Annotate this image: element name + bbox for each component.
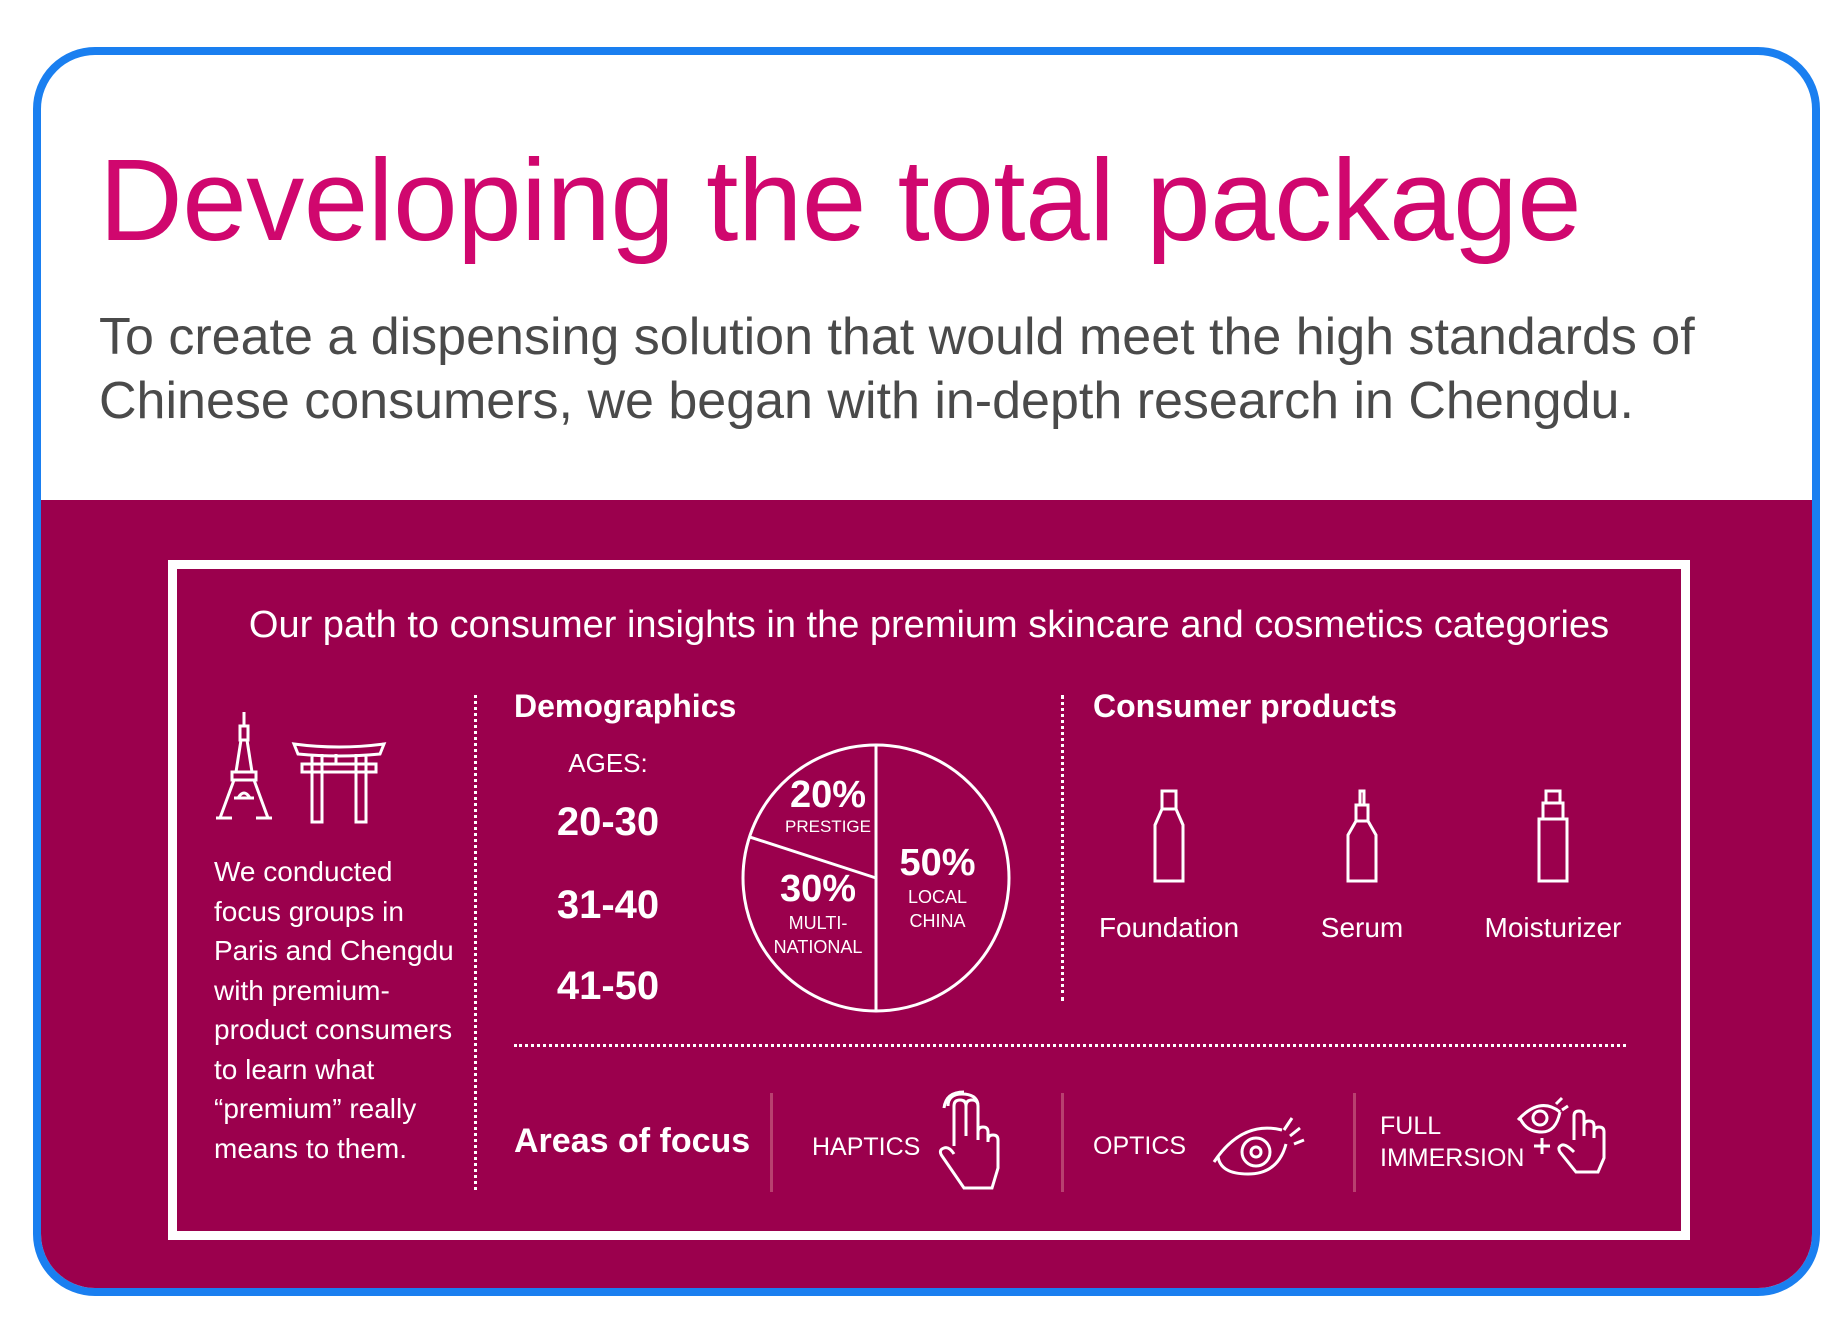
infographic-heading: Our path to consumer insights in the pre… xyxy=(248,604,1610,646)
pie-label-prestige: 20% PRESTIGE xyxy=(785,774,871,836)
infographic-band xyxy=(41,500,1812,1288)
focus-title: Areas of focus xyxy=(514,1122,751,1160)
divider-dotted xyxy=(514,1044,1626,1047)
age-range: 31-40 xyxy=(556,883,660,927)
intro-text: We conducted focus groups in Paris and Che… xyxy=(214,856,454,1164)
demographics-pie-chart xyxy=(741,743,1011,1013)
divider-dotted xyxy=(1061,695,1064,1001)
separator xyxy=(1061,1093,1064,1192)
ages-label: AGES: xyxy=(568,748,648,778)
product-label: Foundation xyxy=(1098,912,1240,943)
pie-label-multinational: 30% MULTI- NATIONAL xyxy=(773,868,863,957)
subtitle-line: Chinese consumers, we began with in-dept… xyxy=(99,372,1634,430)
torii-gate-icon xyxy=(291,742,387,824)
focus-label-full-immersion: FULL IMMERSION xyxy=(1380,1112,1525,1172)
age-range: 41-50 xyxy=(556,964,660,1008)
eye-plus-hand-icon xyxy=(1516,1096,1606,1174)
eye-icon xyxy=(1212,1117,1305,1176)
product-label: Moisturizer xyxy=(1484,912,1622,943)
pump-bottle-icon xyxy=(1537,789,1569,883)
product-label: Serum xyxy=(1320,912,1404,943)
infographic-box xyxy=(168,560,1690,1240)
page-subtitle: To create a dispensing solution that wou… xyxy=(99,305,1695,433)
foundation-bottle-icon xyxy=(1153,789,1185,883)
pie-slice-boundary-prestige xyxy=(749,835,877,880)
divider-dotted xyxy=(474,695,477,1190)
subtitle-line: To create a dispensing solution that wou… xyxy=(99,308,1695,366)
separator xyxy=(770,1093,773,1192)
serum-dropper-icon xyxy=(1346,789,1378,883)
page-title: Developing the total package xyxy=(99,135,1582,265)
demographics-title: Demographics xyxy=(514,688,737,724)
eiffel-tower-icon xyxy=(216,712,272,820)
pie-label-local-china: 50% LOCAL CHINA xyxy=(899,842,976,931)
focus-label-haptics: HAPTICS xyxy=(812,1133,921,1161)
slide-frame: Developing the total package To create a… xyxy=(33,47,1820,1296)
focus-label-optics: OPTICS xyxy=(1093,1132,1187,1160)
separator xyxy=(1353,1093,1356,1192)
products-title: Consumer products xyxy=(1093,688,1398,724)
age-range: 20-30 xyxy=(556,800,660,844)
touch-hand-icon xyxy=(938,1090,1000,1190)
